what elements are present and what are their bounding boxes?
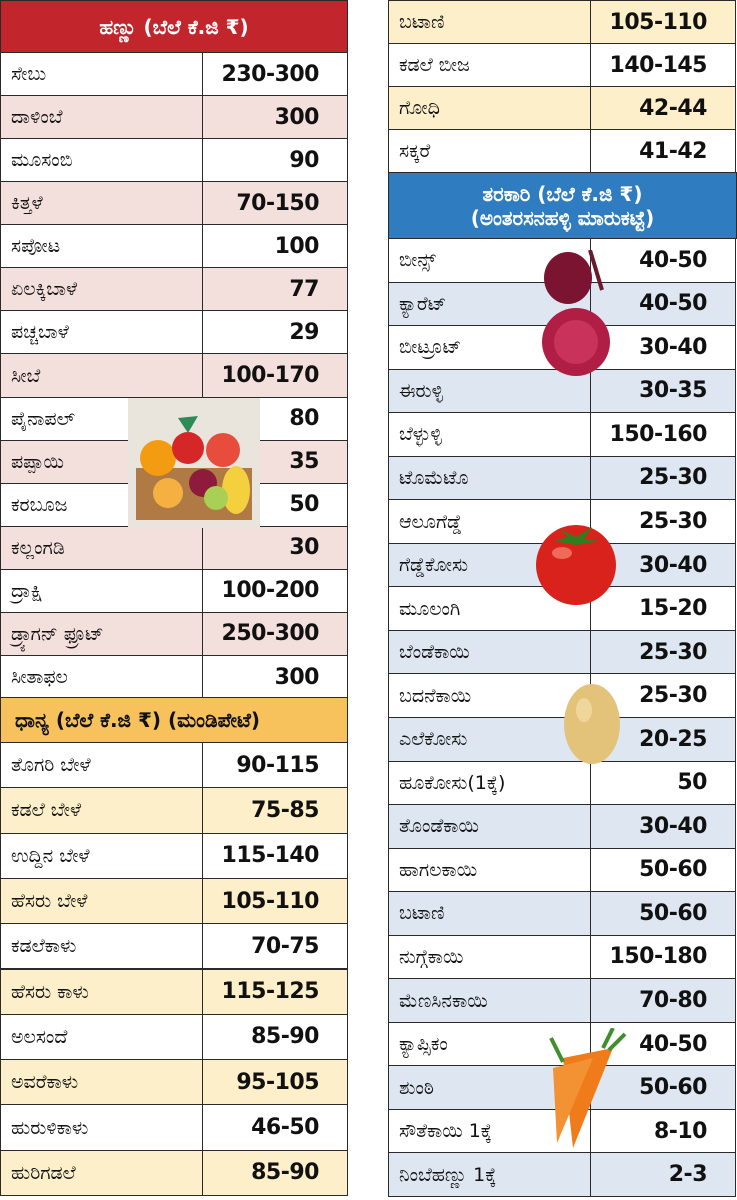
item-price: 15-20 [590,586,736,631]
grains-header: ಧಾನ್ಯ (ಬೆಲೆ ಕೆ.ಜಿ ₹) (ಮಂಡಿಪೇಟೆ) [0,697,348,743]
item-name: ಕಿತ್ತಳೆ [0,181,203,226]
item-price: 50-60 [590,891,736,936]
item-price: 75-85 [202,787,348,834]
item-price: 150-160 [590,412,736,457]
item-price: 50-60 [590,1065,736,1110]
item-name: ಸಕ್ಕರೆ [388,129,591,173]
item-name: ದಾಳಿಂಬೆ [0,95,203,140]
item-name: ಸೀಬೆ [0,353,203,398]
item-price: 115-140 [202,832,348,879]
potato-image [564,684,620,764]
item-name: ಟೊಮೆಟೊ [388,455,591,501]
item-price: 50 [590,760,736,806]
item-price: 25-30 [590,499,736,544]
item-price: 25-30 [590,629,736,675]
item-name: ಕ್ಯಾಪ್ಸಿಕಂ [388,1021,591,1067]
item-price: 41-42 [590,129,736,173]
item-name: ಮೆಣಸಿನಕಾಯಿ [388,978,591,1023]
item-price: 150-180 [590,934,736,980]
item-price: 85-90 [202,1149,348,1196]
fruits-header: ಹಣ್ಣು (ಬೆಲೆ ಕೆ.ಜಿ ₹) [0,0,348,53]
item-price: 100-200 [202,568,348,613]
item-name: ಡ್ರ್ಯಾಗನ್ ಫ್ರೂಟ್ [0,611,203,656]
item-price: 40-50 [590,238,736,283]
item-name: ಬೆಳ್ಳುಳ್ಳಿ [388,412,591,457]
item-name: ಬಟಾಣಿ [388,891,591,936]
item-name: ಕಡಲೆ ಬೀಜ [388,43,591,87]
item-name: ತೊಂಡೆಕಾಯಿ [388,804,591,849]
item-price: 95-105 [202,1059,348,1106]
item-name: ಬದನೆಕಾಯಿ [388,673,591,718]
carrot-image [549,1028,627,1148]
item-name: ಹೆಸರು ಬೇಳೆ [0,877,203,925]
item-name: ಆಲೂಗೆಡ್ಡೆ [388,499,591,544]
item-name: ಅಲಸಂದೆ [0,1013,203,1061]
item-price: 100-170 [202,353,348,398]
item-name: ಕಲ್ಲಂಗಡಿ [0,525,203,570]
item-name: ಗೋಧಿ [388,86,591,130]
item-name: ಮೂಸಂಬಿ [0,138,203,183]
item-price: 90-115 [202,742,348,789]
item-price: 30 [202,525,348,570]
item-price: 50-60 [590,847,736,893]
item-name: ಬಟಾಣಿ [388,0,591,44]
item-name: ಹಾಗಲಕಾಯಿ [388,847,591,893]
item-price: 85-90 [202,1013,348,1061]
item-price: 40-50 [590,281,736,327]
tomato-image [536,525,616,605]
item-price: 230-300 [202,52,348,97]
item-price: 105-110 [202,877,348,925]
item-name: ಹೆಸರು ಕಾಳು [0,968,203,1015]
item-price: 90 [202,138,348,183]
item-name: ದ್ರಾಕ್ಷಿ [0,568,203,613]
item-name: ತೊಗರಿ ಬೇಳೆ [0,742,203,789]
item-name: ಏಲಕ್ಕಿಬಾಳೆ [0,267,203,312]
item-price: 250-300 [202,611,348,656]
item-name: ಉದ್ದಿನ ಬೇಳೆ [0,832,203,879]
item-price: 77 [202,267,348,312]
item-price: 2-3 [590,1152,736,1197]
item-name: ಪಚ್ಚಬಾಳೆ [0,310,203,355]
item-price: 42-44 [590,86,736,130]
item-price: 140-145 [590,43,736,87]
item-name: ಬೆಂಡೆಕಾಯಿ [388,629,591,675]
beetroot-image [542,250,610,376]
vegetables-header-line: ತರಕಾರಿ (ಬೆಲೆ ಕೆ.ಜಿ ₹) [482,181,643,206]
item-price: 105-110 [590,0,736,44]
item-name: ಸಪೋಟ [0,224,203,269]
item-name: ನಿಂಬೆಹಣ್ಣು 1ಕ್ಕೆ [388,1152,591,1197]
fruit-basket-image [128,398,260,528]
vegetables-header: ತರಕಾರಿ (ಬೆಲೆ ಕೆ.ಜಿ ₹) (ಅಂತರಸನಹಳ್ಳಿ ಮಾರುಕಟ… [388,172,737,239]
item-name: ಕಡಲೆ ಬೇಳೆ [0,787,203,834]
item-price: 29 [202,310,348,355]
item-price: 70-80 [590,978,736,1023]
item-price: 30-40 [590,325,736,370]
item-name: ಹುರಿಗಡಲೆ [0,1149,203,1196]
item-price: 30-40 [590,804,736,849]
item-price: 46-50 [202,1104,348,1151]
item-price: 25-30 [590,455,736,501]
item-name: ನುಗ್ಗೆಕಾಯಿ [388,934,591,980]
item-price: 115-125 [202,968,348,1015]
item-price: 300 [202,95,348,140]
item-name: ಅವರೆಕಾಳು [0,1059,203,1106]
item-name: ಈರುಳ್ಳಿ [388,368,591,414]
item-price: 100 [202,224,348,269]
item-price: 70-150 [202,181,348,226]
item-name: ಸೀತಾಫಲ [0,654,203,700]
item-name: ಕಡಲೆಕಾಳು [0,923,203,970]
item-price: 300 [202,654,348,700]
vegetables-header-line: (ಅಂತರಸನಹಳ್ಳಿ ಮಾರುಕಟ್ಟೆ) [470,205,655,230]
item-price: 70-75 [202,923,348,970]
item-name: ಹುರುಳಿಕಾಳು [0,1104,203,1151]
item-name: ಸೇಬು [0,52,203,97]
item-name: ಎಲೆಕೋಸು [388,717,591,762]
